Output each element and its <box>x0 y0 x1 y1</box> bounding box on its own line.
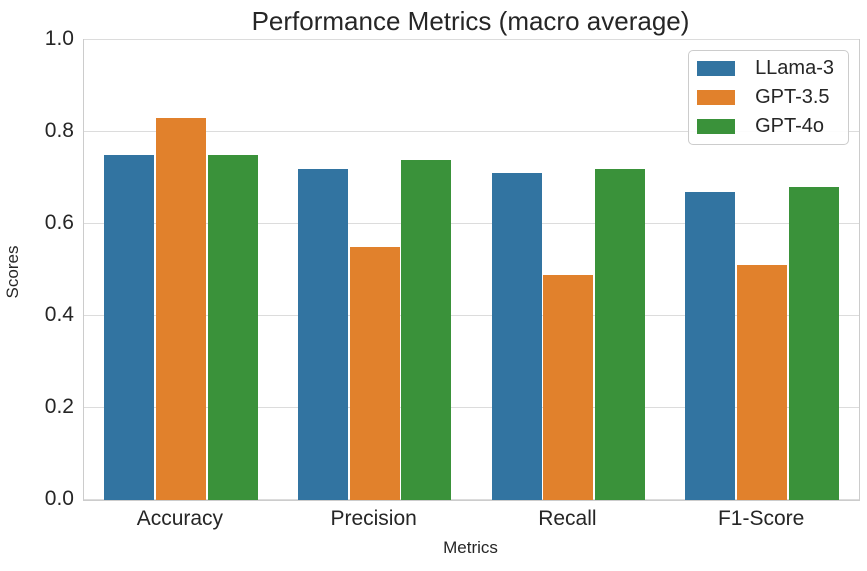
gridline-y-0 <box>84 499 859 500</box>
legend-swatch-icon <box>697 119 736 134</box>
bar-gpt-4o-recall <box>595 168 645 500</box>
legend-item-gpt-4o: GPT-4o <box>697 112 834 141</box>
gridline-y-0.6 <box>84 223 859 224</box>
bar-llama-3-precision <box>297 168 348 500</box>
legend-swatch-icon <box>697 61 736 76</box>
bar-gpt-3-5-f1-score <box>737 265 788 500</box>
legend-label: GPT-3.5 <box>755 86 830 108</box>
y-tick-label: 1.0 <box>44 27 74 50</box>
legend-item-llama-3: LLama-3 <box>697 54 834 83</box>
gridline-y-0.4 <box>84 315 859 316</box>
bar-llama-3-f1-score <box>685 191 736 500</box>
y-tick-label: 0.2 <box>44 395 74 418</box>
legend-item-gpt-3-5: GPT-3.5 <box>697 83 834 112</box>
bar-llama-3-accuracy <box>104 155 155 500</box>
x-tick-label-accuracy: Accuracy <box>136 507 224 530</box>
y-tick-label: 0.8 <box>44 119 74 142</box>
x-tick-labels: Accuracy Precision Recall F1-Score <box>83 504 858 536</box>
bar-gpt-4o-precision <box>401 159 452 500</box>
y-tick-label: 0.4 <box>44 303 74 326</box>
y-tick-label: 0.0 <box>44 487 74 510</box>
bar-llama-3-recall <box>491 173 542 500</box>
legend-label: GPT-4o <box>755 115 824 137</box>
legend: LLama-3 GPT-3.5 GPT-4o <box>688 50 849 145</box>
x-tick-label-recall: Recall <box>538 507 597 530</box>
gridline-y-0.2 <box>84 407 859 408</box>
y-tick-labels: 0.0 0.2 0.4 0.6 0.8 1.0 <box>0 27 74 510</box>
gridline-y-0.8 <box>84 131 859 132</box>
x-axis-label: Metrics <box>443 538 498 557</box>
bar-gpt-4o-f1-score <box>788 187 839 500</box>
bar-gpt-3-5-recall <box>543 274 594 500</box>
legend-label: LLama-3 <box>755 57 834 79</box>
x-tick-label-precision: Precision <box>330 507 417 530</box>
gridline-y-1 <box>84 39 859 40</box>
bar-gpt-4o-accuracy <box>207 155 258 500</box>
x-tick-label-f1-score: F1-Score <box>717 507 805 530</box>
y-tick-label: 0.6 <box>44 211 74 234</box>
legend-swatch-icon <box>697 90 736 105</box>
bar-gpt-3-5-accuracy <box>155 118 206 500</box>
bar-gpt-3-5-precision <box>349 247 400 500</box>
chart-title: Performance Metrics (macro average) <box>251 6 690 36</box>
plot-area: LLama-3 GPT-3.5 GPT-4o <box>83 39 860 501</box>
